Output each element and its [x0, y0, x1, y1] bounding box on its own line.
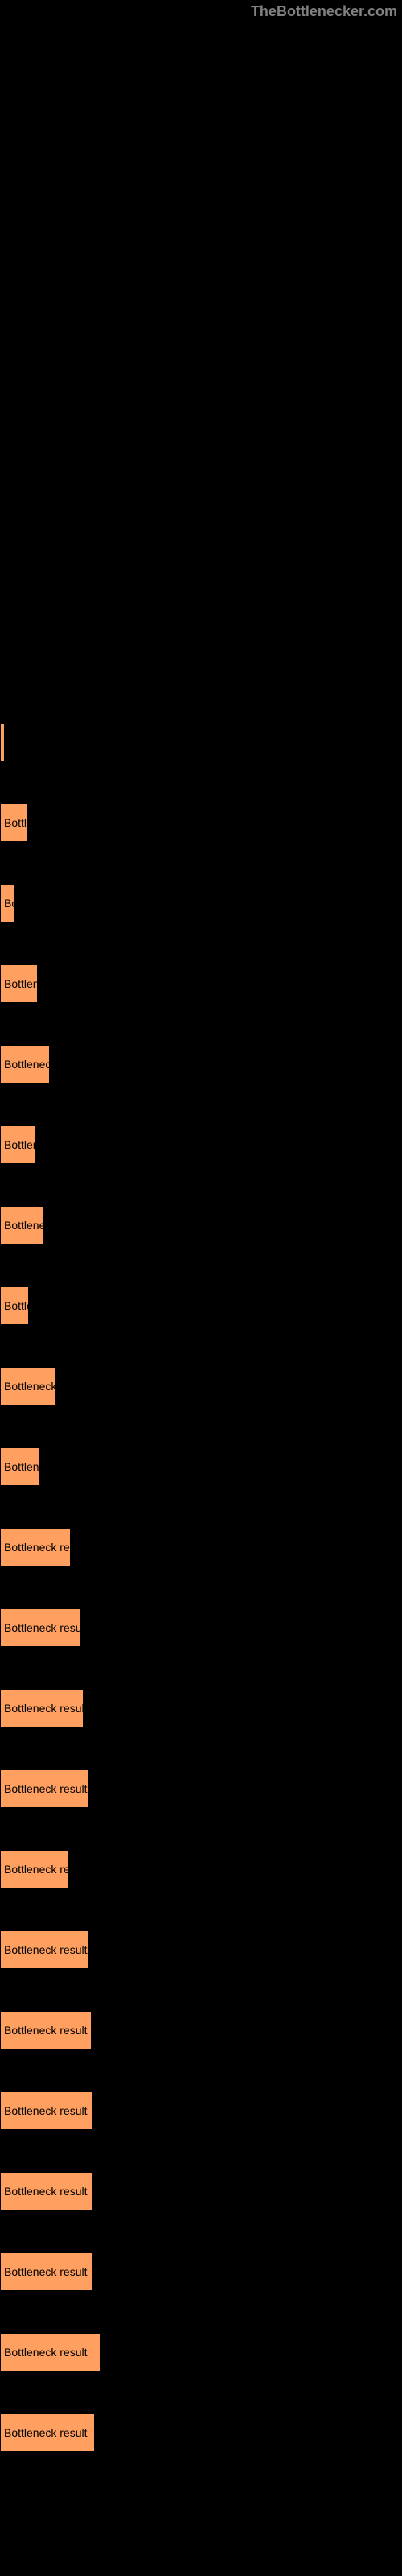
bar-row: Bottlene: [0, 943, 402, 1024]
bar-row: B: [0, 702, 402, 782]
bar-row: Bottleneck res: [0, 1829, 402, 1909]
bar-label: Bottleneck result: [4, 2426, 88, 2439]
bar: Bottleneck result: [0, 1930, 88, 1969]
bar-row: Bottle: [0, 1265, 402, 1346]
bar: Bottleneck result: [0, 1769, 88, 1808]
bar-row: Bottleneck result: [0, 1990, 402, 2070]
bar: Bottleneck result: [0, 2413, 95, 2452]
bar: Bottleneck resu: [0, 1528, 71, 1567]
bar-label: Bottlen: [4, 1138, 35, 1151]
bar-label: Bottleneck result: [4, 2185, 88, 2198]
bar-label: Bottleneck result: [4, 2346, 88, 2359]
bar-label: Bottleneck res: [4, 1863, 68, 1876]
bar: Bottlene: [0, 964, 38, 1003]
bar: Bottleneck result: [0, 2252, 92, 2291]
bar-row: Bottleneck result: [0, 1748, 402, 1829]
bar: Bottleneck res: [0, 1850, 68, 1889]
bar: Bottleneck result: [0, 2333, 100, 2372]
bar-row: Bottleneck result: [0, 1587, 402, 1668]
bar-row: Bottleneck result: [0, 2312, 402, 2392]
bar-row: Bottleneck result: [0, 2392, 402, 2473]
bar-row: Bottlen: [0, 1104, 402, 1185]
bar: Bottle: [0, 803, 28, 842]
bar-label: Bottlene: [4, 1460, 40, 1473]
bar-label: Bo: [4, 897, 15, 910]
bar-row: Bottleneck result: [0, 2070, 402, 2151]
watermark-text: TheBottlenecker.com: [251, 3, 397, 20]
bar-row: Bo: [0, 863, 402, 943]
bar: Bottleneck r: [0, 1367, 56, 1406]
bar-row: Bottleneck result: [0, 1668, 402, 1748]
bar-label: Bottleneck result: [4, 2024, 88, 2037]
bar-label: Bottlenec: [4, 1219, 44, 1232]
bar-row: Bottlene: [0, 1426, 402, 1507]
bar: Bottleneck result: [0, 1608, 80, 1647]
bar: Bottleneck result: [0, 2091, 92, 2130]
bar: Bottleneck result: [0, 2172, 92, 2211]
bar-label: Bottleneck result: [4, 2104, 88, 2117]
bar-row: Bottlenec: [0, 1185, 402, 1265]
bar: B: [0, 723, 5, 762]
bar: Bottleneck result: [0, 2011, 92, 2050]
bar: Bottlen: [0, 1125, 35, 1164]
bar: Bottle: [0, 1286, 29, 1325]
bar-label: Bottleneck: [4, 1058, 50, 1071]
bar-label: Bottle: [4, 816, 28, 829]
bar-label: Bottleneck result: [4, 1943, 88, 1956]
bar-chart: B Bottle Bo Bottlene Bottleneck Bottlen Bottle…: [0, 702, 402, 2473]
bar-label: Bottleneck result: [4, 1621, 80, 1634]
bar: Bottleneck result: [0, 1689, 84, 1728]
bar: Bottleneck: [0, 1045, 50, 1084]
bar-row: Bottleneck r: [0, 1346, 402, 1426]
bar-label: Bottlene: [4, 977, 38, 990]
bar-label: B: [4, 736, 5, 749]
bar-row: Bottleneck result: [0, 1909, 402, 1990]
bar-label: Bottle: [4, 1299, 29, 1312]
bar-label: Bottleneck result: [4, 1702, 84, 1715]
bar-label: Bottleneck resu: [4, 1541, 71, 1554]
bar-row: Bottleneck: [0, 1024, 402, 1104]
bar-row: Bottle: [0, 782, 402, 863]
bar-row: Bottleneck result: [0, 2231, 402, 2312]
bar: Bottlene: [0, 1447, 40, 1486]
bar: Bo: [0, 884, 15, 923]
bar-label: Bottleneck result: [4, 2265, 88, 2278]
bar: Bottlenec: [0, 1206, 44, 1245]
bar-label: Bottleneck result: [4, 1782, 88, 1795]
bar-row: Bottleneck resu: [0, 1507, 402, 1587]
bar-label: Bottleneck r: [4, 1380, 56, 1393]
bar-row: Bottleneck result: [0, 2151, 402, 2231]
